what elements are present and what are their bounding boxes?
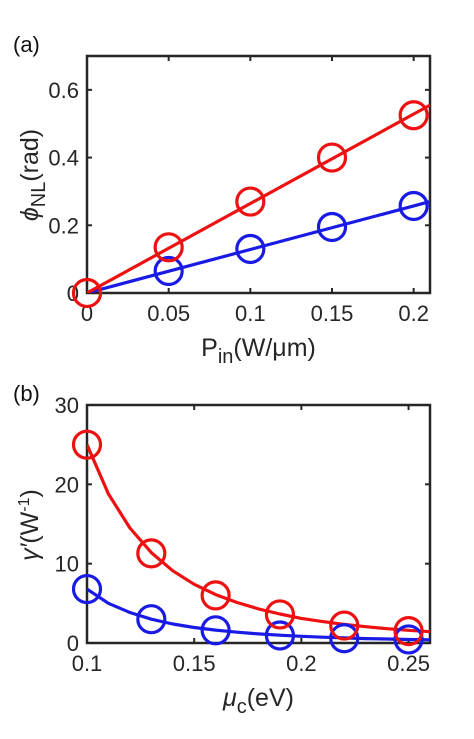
x-tick-label: 0.2 [286,651,317,676]
x-axis-label: μc(eV) [222,684,294,718]
x-tick-label: 0.25 [387,651,430,676]
data-point-marker [393,615,424,647]
y-tick-label: 0 [67,631,79,656]
chart-panel-b: (b) 0.1 0.15 0.2 0.25 0 10 20 30 μc(eV) γ′(W-1) [13,381,432,718]
y-tick-label: 0.4 [48,146,79,171]
data-point-marker [398,190,429,222]
x-axis-label-unit: (eV) [247,684,294,712]
y-tick-label: 0.2 [48,213,79,238]
y-tick-label: 30 [55,393,79,418]
data-point-marker [329,610,360,641]
x-axis-label-main: P [201,334,218,362]
data-point-marker [264,620,296,651]
series-line [87,200,430,293]
data-point-marker [329,623,360,654]
data-point-marker [136,604,167,635]
panel-label: (b) [13,381,40,406]
plot-frame [85,54,432,295]
x-axis-label-subscript: c [237,696,247,718]
x-axis-label-main: μ [222,684,237,712]
y-axis-label-unit: (rad) [16,129,44,182]
panel-label: (a) [13,32,40,57]
y-axis-label-unit: (W [16,511,44,543]
y-axis-label-close: ) [16,489,44,497]
y-axis-label-superscript: -1 [16,497,33,511]
data-point-marker [153,232,184,263]
y-axis-label-main: γ′ [16,542,44,561]
y-axis-label-main: ϕ [16,207,44,221]
y-axis-label-subscript: NL [28,182,50,208]
x-axis-label: Pin(W/μm) [201,334,316,368]
x-tick-label: 0.1 [235,301,266,326]
data-point-marker [398,100,429,131]
data-point-marker [153,255,184,287]
plot-frame [85,403,432,645]
data-point-marker [264,599,296,630]
data-point-marker [71,277,103,309]
data-point-marker [200,580,231,611]
chart-panel-a: (a)0 0.05 0.1 0.15 0.200.20.40.6Pin(W/μm)ϕNL… [13,32,432,368]
data-point-marker [316,142,348,173]
x-axis-label-unit: (W/μm) [233,334,315,362]
series-line [87,587,430,642]
series-line [87,103,430,293]
x-tick-label: 0.2 [398,301,429,326]
x-tick-label: 0.15 [173,651,216,676]
data-point-marker [235,186,266,217]
x-tick-label: 0.05 [147,301,190,326]
y-axis-label: ϕNL(rad) [16,129,50,221]
x-tick-label: 0.1 [72,651,103,676]
data-point-marker [316,211,348,243]
data-point-marker [235,233,266,265]
y-axis-label: γ′(W-1) [16,489,44,561]
series-line [87,444,430,634]
x-axis-label-subscript: in [218,346,234,368]
data-point-marker [71,429,103,460]
data-point-marker [200,615,231,646]
y-tick-label: 20 [55,472,79,497]
x-tick-label: 0.15 [311,301,354,326]
data-point-marker [393,624,424,655]
y-tick-label: 10 [55,552,79,577]
data-point-marker [71,573,103,605]
data-point-marker [136,538,167,569]
y-tick-label: 0.6 [48,78,79,103]
